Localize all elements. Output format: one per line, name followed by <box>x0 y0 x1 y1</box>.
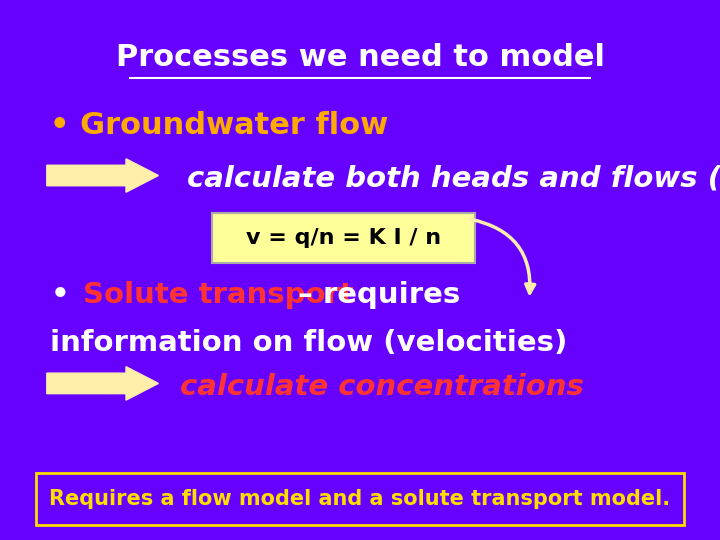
Text: Solute transport: Solute transport <box>83 281 354 309</box>
Text: calculate concentrations: calculate concentrations <box>180 373 584 401</box>
Text: v = q/n = K I / n: v = q/n = K I / n <box>246 228 441 248</box>
Text: information on flow (velocities): information on flow (velocities) <box>50 329 568 357</box>
Text: – requires: – requires <box>288 281 460 309</box>
Text: •: • <box>50 281 69 309</box>
Text: calculate both heads and flows (q): calculate both heads and flows (q) <box>187 165 720 193</box>
FancyBboxPatch shape <box>212 213 475 263</box>
FancyArrow shape <box>47 159 158 192</box>
FancyArrow shape <box>47 367 158 400</box>
Text: • Groundwater flow: • Groundwater flow <box>50 111 389 140</box>
FancyBboxPatch shape <box>36 472 684 525</box>
Text: Requires a flow model and a solute transport model.: Requires a flow model and a solute trans… <box>50 489 670 509</box>
Text: Processes we need to model: Processes we need to model <box>115 43 605 72</box>
